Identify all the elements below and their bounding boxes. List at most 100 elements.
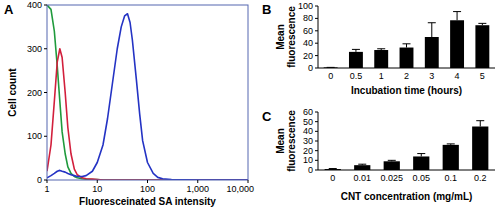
y-axis-label-line: fluorescence	[286, 6, 297, 68]
y-tick-label: 0	[308, 165, 313, 175]
y-tick-label: 100	[298, 1, 313, 11]
x-tick-label: 5	[480, 71, 485, 81]
error-cap	[352, 49, 360, 50]
x-tick-label: 100	[140, 184, 155, 194]
y-tick	[44, 5, 47, 6]
x-axis-label: Fluoresceinated SA intensity	[79, 196, 216, 207]
x-axis-line	[318, 68, 495, 69]
panel-label: C	[262, 109, 272, 124]
error-cap	[428, 22, 436, 23]
error-bar	[476, 121, 484, 127]
y-axis-label: Meanfluorescence	[275, 110, 297, 172]
error-cap	[403, 43, 411, 44]
y-axis-line	[318, 6, 319, 68]
y-tick-label: 50	[303, 117, 313, 127]
error-bar	[453, 12, 461, 21]
error-bar	[358, 164, 366, 166]
error-cap	[358, 164, 366, 165]
error-cap	[478, 23, 486, 24]
y-tick-label: 40	[303, 38, 313, 48]
x-tick	[47, 180, 48, 183]
y-tick-label: 20	[303, 146, 313, 156]
y-tick	[44, 48, 47, 49]
x-tick-label: 1,000	[186, 184, 209, 194]
error-bar	[352, 49, 360, 51]
x-tick	[197, 180, 198, 183]
panel-label: A	[4, 2, 14, 17]
plot-frame	[47, 5, 248, 180]
y-tick-label: 100	[27, 131, 42, 141]
y-tick	[315, 141, 318, 142]
y-tick-label: 80	[303, 13, 313, 23]
error-cap	[377, 48, 385, 49]
y-tick-label: 10	[303, 155, 313, 165]
y-tick-label: 400	[27, 0, 42, 10]
error-bar	[329, 168, 337, 169]
x-tick-label: 10,000	[226, 184, 254, 194]
y-tick	[44, 92, 47, 93]
y-tick-label: 0	[308, 63, 313, 73]
y-tick	[315, 55, 318, 56]
plot-area	[47, 5, 248, 180]
y-tick-label: 200	[27, 88, 42, 98]
y-tick	[315, 43, 318, 44]
error-cap	[447, 143, 455, 144]
y-axis-label: Meanfluorescence	[275, 6, 297, 68]
error-bar	[388, 160, 396, 162]
y-tick	[315, 68, 318, 69]
plot-area	[324, 12, 490, 68]
bar	[384, 161, 400, 170]
x-tick	[97, 180, 98, 183]
error-bar	[417, 154, 425, 157]
panel-label: B	[262, 2, 271, 17]
y-tick	[315, 30, 318, 31]
x-tick-label: 2	[404, 71, 409, 81]
bar	[443, 145, 459, 170]
x-tick-label: 0	[330, 173, 335, 183]
bar	[450, 20, 464, 68]
error-bar	[377, 49, 385, 50]
error-cap	[453, 11, 461, 12]
error-bar	[428, 23, 436, 37]
y-axis-label: Cell count	[7, 68, 18, 117]
error-bar	[478, 23, 486, 25]
plot-area	[325, 121, 489, 170]
y-tick-label: 30	[303, 136, 313, 146]
bar	[472, 127, 488, 171]
error-bar	[447, 143, 455, 145]
x-tick-label: 0.5	[350, 71, 363, 81]
x-tick-label: 3	[429, 71, 434, 81]
x-tick	[248, 180, 249, 183]
error-stem	[431, 23, 432, 37]
error-cap	[388, 160, 396, 161]
y-tick	[315, 112, 318, 113]
x-tick-label: 0.1	[444, 173, 457, 183]
x-axis-label: CNT concentration (mg/mL)	[341, 191, 473, 202]
y-tick	[315, 160, 318, 161]
error-cap	[476, 120, 484, 121]
y-tick	[315, 121, 318, 122]
histogram-line	[47, 14, 248, 180]
x-tick-label: 1	[44, 184, 49, 194]
bar	[349, 52, 363, 68]
bar	[354, 165, 370, 170]
x-tick	[147, 180, 148, 183]
figure: 01002003004001101001,00010,000AFluoresce…	[0, 0, 500, 208]
x-axis-label: Incubation time (hours)	[351, 85, 462, 96]
y-tick-label: 0	[37, 175, 42, 185]
y-tick	[44, 136, 47, 137]
x-axis-line	[318, 170, 495, 171]
error-cap	[329, 168, 337, 169]
y-tick	[315, 170, 318, 171]
bar	[413, 156, 429, 170]
y-tick	[315, 131, 318, 132]
error-stem	[457, 12, 458, 21]
y-tick-label: 40	[303, 126, 313, 136]
y-tick	[315, 150, 318, 151]
histogram-line	[47, 5, 248, 180]
y-tick	[315, 18, 318, 19]
y-tick-label: 60	[303, 107, 313, 117]
x-tick-label: 0	[328, 71, 333, 81]
x-tick-label: 0.01	[353, 173, 371, 183]
y-axis-label-line: fluorescence	[286, 110, 297, 172]
